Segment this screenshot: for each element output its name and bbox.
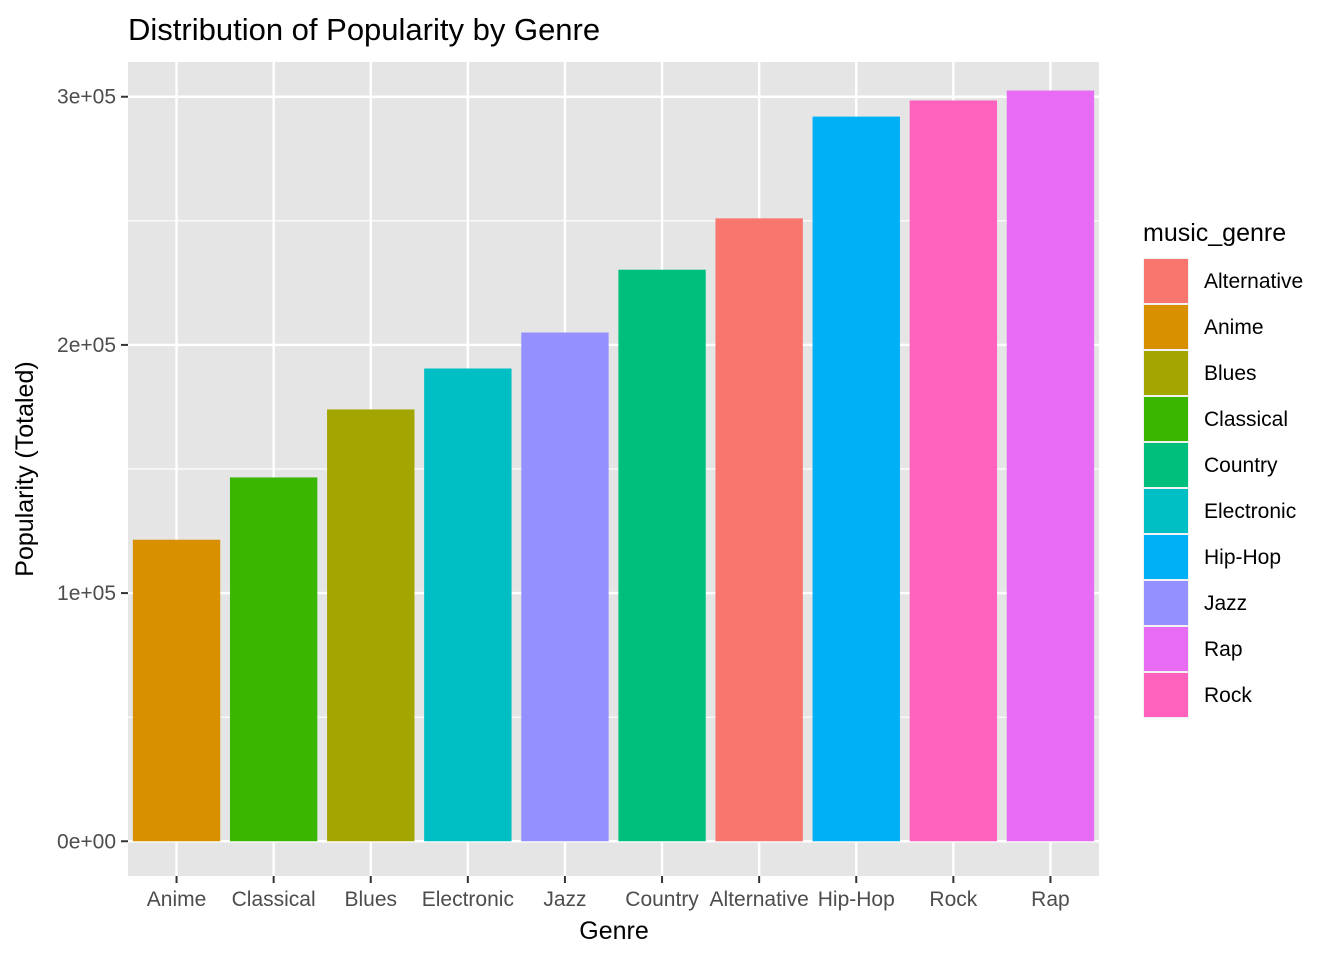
bar-classical	[229, 477, 318, 842]
bar-hip-hop	[812, 116, 900, 842]
legend-label: Classical	[1204, 408, 1288, 431]
x-tick-label: Blues	[344, 888, 397, 911]
x-tick-label: Rock	[929, 888, 977, 911]
legend-label: Rock	[1204, 684, 1252, 707]
bars	[132, 90, 1095, 842]
x-tick-label: Alternative	[710, 888, 809, 911]
legend-label: Electronic	[1204, 500, 1296, 523]
bar-country	[618, 269, 706, 842]
legend-swatch	[1144, 673, 1188, 717]
bar-blues	[327, 409, 415, 842]
y-axis: 0e+00 1e+05 2e+05 3e+05	[57, 86, 128, 853]
legend-swatch	[1144, 535, 1188, 579]
legend-label: Hip-Hop	[1204, 546, 1281, 569]
bar-electronic	[424, 368, 512, 842]
legend-label: Alternative	[1204, 270, 1303, 293]
legend-label: Rap	[1204, 638, 1243, 661]
legend-label: Blues	[1204, 362, 1257, 385]
legend-swatch	[1144, 259, 1188, 303]
y-axis-title: Popularity (Totaled)	[11, 361, 39, 576]
x-axis-title: Genre	[579, 917, 648, 945]
x-tick-label: Jazz	[543, 888, 586, 911]
legend-swatch	[1144, 443, 1188, 487]
legend: music_genre Alternative Anime Blues Classic…	[1143, 219, 1303, 718]
legend-swatch	[1144, 627, 1188, 671]
x-axis: Anime Classical Blues Electronic Jazz Country…	[147, 876, 1070, 911]
legend-swatch	[1144, 489, 1188, 533]
legend-title: music_genre	[1143, 219, 1286, 247]
y-tick-label: 3e+05	[57, 86, 116, 109]
x-tick-label: Anime	[147, 888, 207, 911]
bar-rock	[909, 100, 998, 842]
x-tick-label: Hip-Hop	[818, 888, 895, 911]
x-tick-label: Electronic	[422, 888, 514, 911]
y-tick-label: 2e+05	[57, 334, 116, 357]
x-tick-label: Classical	[232, 888, 316, 911]
legend-label: Jazz	[1204, 592, 1247, 615]
legend-label: Anime	[1204, 316, 1264, 339]
x-tick-label: Rap	[1031, 888, 1070, 911]
y-tick-label: 1e+05	[57, 582, 116, 605]
bar-rap	[1006, 90, 1095, 842]
legend-label: Country	[1204, 454, 1278, 477]
legend-swatch	[1144, 351, 1188, 395]
x-tick-label: Country	[625, 888, 699, 911]
chart-title: Distribution of Popularity by Genre	[128, 12, 600, 47]
legend-swatch	[1144, 397, 1188, 441]
legend-swatch	[1144, 581, 1188, 625]
bar-anime	[132, 539, 221, 842]
legend-swatch	[1144, 305, 1188, 349]
bar-alternative	[715, 218, 803, 842]
y-tick-label: 0e+00	[57, 830, 116, 853]
bar-jazz	[521, 332, 609, 842]
